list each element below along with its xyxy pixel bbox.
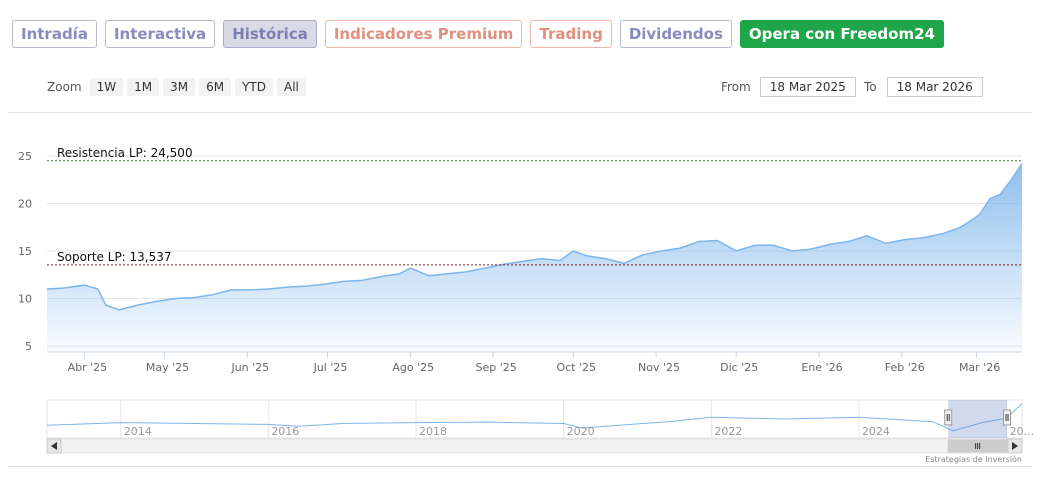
scroll-right-arrow-icon (1012, 442, 1018, 450)
zoom-button-6m[interactable]: 6M (199, 78, 232, 96)
navigator-tick-label: 2016 (271, 425, 299, 438)
x-tick-label: Dic '25 (720, 361, 758, 374)
plot-lines: Resistencia LP: 24,500 Soporte LP: 13,537 (47, 146, 1022, 266)
x-tick-label: Ene '26 (801, 361, 842, 374)
plot-line-label: Soporte LP: 13,537 (57, 250, 172, 264)
date-range-from: From 18 Mar 2025 (721, 77, 856, 97)
navigator-labels: 2014 2016 2018 2020 2022 2024 20... (124, 425, 1034, 438)
plot-line-label: Resistencia LP: 24,500 (57, 146, 193, 160)
zoom-button-1w[interactable]: 1W (89, 78, 124, 96)
tab-4[interactable]: Trading (530, 20, 612, 48)
x-tick-label: Oct '25 (556, 361, 596, 374)
y-tick-label: 20 (18, 198, 32, 211)
navigator-frame (46, 399, 1023, 439)
tab-1[interactable]: Interactiva (104, 20, 216, 48)
x-tick-label: Nov '25 (638, 361, 680, 374)
zoom-button-3m[interactable]: 3M (163, 78, 196, 96)
scrollbar-grip-icon (975, 443, 981, 449)
handle-body[interactable] (944, 409, 953, 426)
x-tick-label: Jun '25 (230, 361, 269, 374)
navigator-tick-label: 20... (1010, 425, 1035, 438)
tab-0[interactable]: Intradía (12, 20, 97, 48)
from-date-input[interactable]: 18 Mar 2025 (759, 77, 856, 97)
x-tick-label: May '25 (146, 361, 189, 374)
zoom-controls: Zoom 1W 1M 3M 6M YTD All (47, 78, 306, 96)
price-area (47, 163, 1022, 352)
navigator-left-handle[interactable] (944, 409, 953, 426)
y-tick-label: 5 (25, 340, 32, 353)
navigator-right-handle[interactable] (1003, 409, 1011, 426)
navigator-tick-label: 2014 (124, 425, 152, 438)
navigator-selection[interactable] (948, 400, 1007, 438)
to-label: To (864, 80, 877, 94)
from-label: From (721, 80, 751, 94)
x-axis-labels: Abr '25 May '25 Jun '25 Jul '25 Ago '25 Sep '… (68, 352, 1000, 374)
y-tick-label: 10 (18, 293, 32, 306)
navigator-tick-label: 2022 (714, 425, 742, 438)
zoom-button-ytd[interactable]: YTD (235, 78, 273, 96)
tab-5[interactable]: Dividendos (619, 20, 732, 48)
scrollbar-track[interactable] (46, 438, 1023, 454)
y-tick-label: 25 (18, 150, 32, 163)
x-tick-label: Ago '25 (392, 361, 434, 374)
x-tick-label: Mar '26 (959, 361, 1000, 374)
to-date-input[interactable]: 18 Mar 2026 (886, 77, 983, 97)
chart-mode-tabs: Intradía Interactiva Histórica Indicadores … (12, 20, 944, 48)
zoom-button-1m[interactable]: 1M (127, 78, 160, 96)
x-tick-label: Feb '26 (885, 361, 925, 374)
y-tick-label: 15 (18, 245, 32, 258)
navigator-line (46, 403, 1023, 432)
scrollbar[interactable] (46, 438, 1023, 454)
tab-3[interactable]: Indicadores Premium (324, 20, 523, 48)
zoom-button-all[interactable]: All (277, 78, 306, 96)
top-divider (8, 112, 1032, 113)
scroll-left-arrow-icon (51, 442, 57, 450)
x-tick-label: Sep '25 (475, 361, 516, 374)
navigator[interactable]: 2014 2016 2018 2020 2022 2024 20... (46, 399, 1034, 439)
chart-credit: Estrategias de Inversión (925, 455, 1022, 464)
date-range-to: To 18 Mar 2026 (864, 77, 983, 97)
navigator-tick-label: 2018 (419, 425, 447, 438)
tab-6[interactable]: Opera con Freedom24 (739, 20, 944, 48)
price-line (46, 163, 1023, 311)
y-axis-labels: 5 10 15 20 25 (18, 150, 32, 353)
x-tick-label: Jul '25 (313, 361, 348, 374)
x-tick-label: Abr '25 (68, 361, 108, 374)
handle-body[interactable] (1003, 409, 1011, 426)
navigator-tick-label: 2020 (567, 425, 595, 438)
bottom-divider (8, 466, 1032, 467)
zoom-label: Zoom (47, 80, 82, 94)
tab-2[interactable]: Histórica (223, 20, 317, 48)
navigator-tick-label: 2024 (862, 425, 890, 438)
